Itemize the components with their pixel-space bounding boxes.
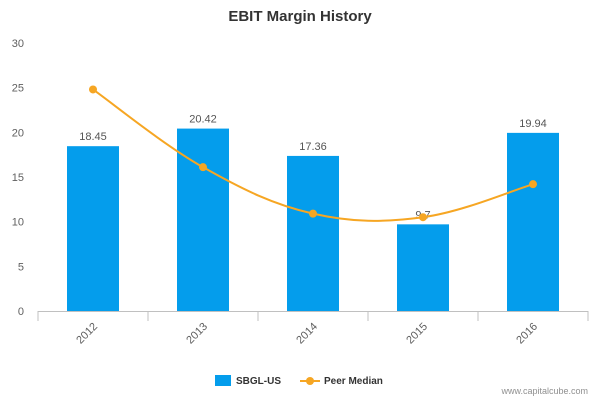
line-series [89,85,537,222]
peer-median-point [89,85,97,94]
x-tick-label: 2012 [74,321,100,347]
y-tick-label: 20 [12,127,24,139]
credit-text: www.capitalcube.com [500,386,588,396]
bar [397,224,449,311]
chart-title: EBIT Margin History [228,8,372,25]
peer-median-point [199,163,207,172]
bar [67,146,119,311]
y-tick-label: 0 [18,306,24,318]
x-tick-label: 2013 [184,321,210,347]
y-tick-label: 10 [12,217,24,229]
x-axis: 2012 2013 2014 2015 2016 [37,311,589,347]
peer-median-point [419,213,427,222]
data-label: 20.42 [189,114,217,126]
bar [507,132,559,311]
y-tick-label: 30 [12,38,24,50]
legend-swatch-peer-dot [306,377,314,385]
data-label: 17.36 [299,141,327,153]
y-axis: 0 5 10 15 20 25 30 [12,38,24,318]
x-tick-label: 2015 [404,321,430,347]
data-label: 19.94 [519,118,547,130]
peer-median-point [309,209,317,218]
legend-label-peer: Peer Median [324,376,383,387]
y-tick-label: 15 [12,172,24,184]
legend-swatch-sbgl [215,375,231,386]
y-tick-label: 5 [18,261,24,273]
data-label: 18.45 [79,131,107,143]
legend-label-sbgl: SBGL-US [236,376,281,387]
bar-series [67,128,559,311]
legend[interactable]: SBGL-US Peer Median [215,375,383,387]
bar [287,155,339,311]
bar [177,128,229,311]
peer-median-point [529,180,537,189]
y-tick-label: 25 [12,83,24,95]
x-tick-label: 2014 [294,321,320,347]
x-tick-label: 2016 [514,321,540,347]
